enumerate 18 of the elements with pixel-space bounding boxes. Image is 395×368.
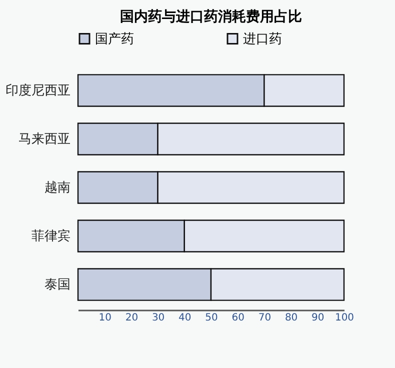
x-tick-label: 90 xyxy=(312,312,324,324)
x-tick-label: 20 xyxy=(125,312,138,324)
legend-label: 国产药 xyxy=(95,32,134,47)
x-tick-label: 10 xyxy=(98,312,112,324)
y-tick-label: 越南 xyxy=(44,180,70,196)
y-tick-label: 菲律宾 xyxy=(32,228,70,244)
x-tick-label: 30 xyxy=(152,312,165,324)
y-tick-label: 泰国 xyxy=(44,278,70,293)
legend-label: 进口药 xyxy=(243,32,282,47)
x-tick-label: 50 xyxy=(205,312,218,324)
x-tick-label: 60 xyxy=(232,312,244,324)
x-tick-label: 40 xyxy=(178,312,192,324)
y-tick-label: 印度尼西亚 xyxy=(6,82,70,98)
x-tick-label: 70 xyxy=(258,312,272,324)
chart-title: 国内药与进口药消耗费用占比 xyxy=(120,9,302,25)
x-tick-label: 80 xyxy=(284,312,298,324)
y-tick-label: 马来西亚 xyxy=(18,132,70,147)
x-tick-label: 100 xyxy=(334,312,354,324)
